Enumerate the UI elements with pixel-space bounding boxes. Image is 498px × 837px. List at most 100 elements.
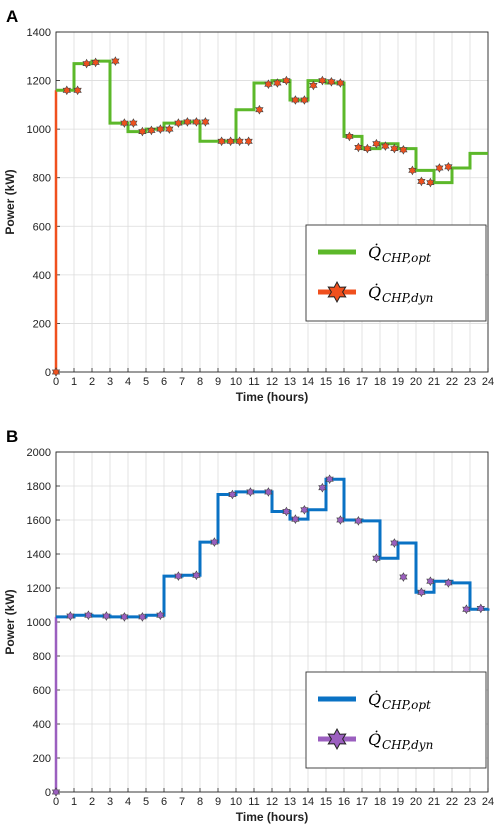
y-tick-label: 1000 [27, 617, 51, 629]
x-tick-label: 3 [107, 796, 113, 808]
dyn-marker [300, 504, 309, 515]
x-axis-label: Time (hours) [236, 810, 308, 824]
dyn-marker [129, 118, 138, 128]
series-line-opt [56, 59, 488, 185]
x-tick-label: 24 [482, 796, 494, 808]
x-tick-label: 18 [374, 376, 386, 388]
x-tick-label: 1 [71, 376, 77, 388]
legend-label-dyn: Q̇ [368, 283, 381, 302]
x-tick-label: 19 [392, 796, 404, 808]
x-tick-label: 19 [392, 376, 404, 388]
x-tick-label: 4 [125, 376, 131, 388]
y-tick-label: 600 [33, 685, 51, 697]
legend-label-opt: Q̇ [368, 243, 381, 262]
x-tick-label: 8 [197, 796, 203, 808]
x-tick-label: 8 [197, 376, 203, 388]
x-tick-label: 13 [284, 376, 296, 388]
x-tick-label: 16 [338, 796, 350, 808]
dyn-marker [354, 515, 363, 526]
x-tick-label: 10 [230, 376, 242, 388]
x-tick-label: 17 [356, 376, 368, 388]
legend-label-opt-sub: CHP,opt [382, 698, 431, 712]
dyn-marker [192, 117, 201, 127]
panel-label: A [6, 7, 18, 26]
legend-label-dyn: Q̇ [368, 730, 381, 749]
dyn-marker [226, 136, 235, 147]
dyn-marker [264, 487, 273, 497]
panel-A: 0 1 2 3 4 5 6 7 8 9 10 11 12 13 14 15 16 17 18 19 20 21 22 23 24… [3, 7, 494, 404]
dyn-marker [51, 787, 61, 797]
x-tick-label: 20 [410, 376, 422, 388]
y-tick-label: 800 [33, 651, 51, 663]
x-tick-label: 10 [230, 796, 242, 808]
x-tick-label: 0 [53, 796, 59, 808]
x-tick-label: 22 [446, 796, 458, 808]
dyn-marker [138, 612, 147, 622]
x-tick-label: 7 [179, 796, 185, 808]
dyn-marker [354, 142, 363, 153]
dyn-marker [217, 136, 226, 147]
dyn-marker [66, 611, 75, 621]
panel-label: B [6, 427, 18, 446]
dyn-marker [174, 571, 183, 581]
panel-B: 0 1 2 3 4 5 6 7 8 9 10 11 12 13 14 15 16 17 18 19 20 21 22 23 24… [3, 427, 494, 824]
x-tick-label: 21 [428, 796, 440, 808]
y-tick-label: 200 [33, 318, 51, 330]
x-tick-label: 11 [248, 376, 259, 388]
x-tick-label: 16 [338, 376, 350, 388]
dyn-marker [273, 78, 282, 88]
dyn-marker [372, 138, 381, 149]
dyn-marker [444, 578, 453, 588]
legend-marker-dyn [327, 280, 347, 304]
dyn-marker [399, 572, 408, 582]
x-tick-label: 12 [266, 796, 278, 808]
x-tick-label: 4 [125, 796, 131, 808]
dyn-marker [291, 514, 300, 525]
dyn-marker [426, 177, 435, 188]
y-axis-label: Power (kW) [3, 589, 17, 654]
x-tick-label: 6 [161, 376, 167, 388]
dyn-marker [201, 117, 210, 127]
dyn-marker [300, 95, 309, 105]
y-axis-label: Power (kW) [3, 169, 17, 234]
x-tick-label: 2 [89, 376, 95, 388]
dyn-marker [156, 610, 165, 621]
y-tick-label: 1800 [27, 481, 51, 493]
dyn-marker [235, 136, 244, 147]
dyn-marker [291, 95, 300, 105]
x-tick-label: 6 [161, 796, 167, 808]
dyn-marker [426, 576, 435, 587]
dyn-marker [336, 78, 345, 88]
y-tick-label: 200 [33, 753, 51, 765]
y-tick-label: 1200 [27, 76, 51, 88]
y-tick-label: 1000 [27, 124, 51, 136]
dyn-marker [444, 161, 453, 172]
dyn-marker [435, 163, 444, 173]
y-tick-label: 1600 [27, 515, 51, 527]
dyn-marker [336, 515, 345, 525]
dyn-marker [138, 126, 147, 137]
dyn-marker [62, 85, 71, 96]
x-tick-label: 9 [215, 376, 221, 388]
dyn-marker [183, 117, 192, 127]
legend-box [305, 224, 487, 322]
y-tick-label: 1400 [27, 27, 51, 39]
dyn-marker [73, 85, 82, 96]
dyn-marker [309, 80, 318, 91]
x-tick-label: 23 [464, 796, 476, 808]
dyn-marker [244, 136, 253, 147]
dyn-marker [390, 538, 399, 548]
dyn-marker [345, 131, 354, 142]
dyn-marker [282, 75, 291, 86]
dyn-marker [408, 165, 417, 176]
dyn-marker [174, 118, 183, 128]
x-tick-label: 21 [428, 376, 440, 388]
dyn-marker [120, 612, 129, 622]
dyn-marker [325, 474, 334, 485]
x-tick-label: 9 [215, 796, 221, 808]
y-tick-label: 600 [33, 221, 51, 233]
x-tick-label: 20 [410, 796, 422, 808]
dyn-marker [381, 141, 390, 151]
dyn-marker [82, 58, 91, 69]
